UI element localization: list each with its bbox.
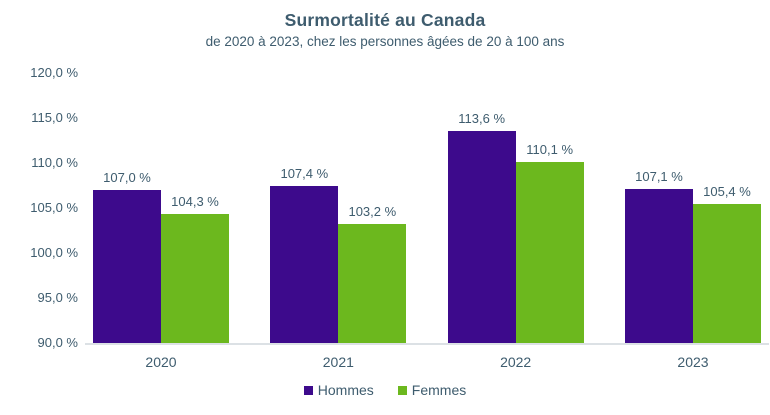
bar-value-label: 104,3 %	[171, 194, 219, 210]
bar-value-label: 113,6 %	[458, 110, 506, 126]
legend-item-femmes: Femmes	[397, 382, 467, 398]
chart-title: Surmortalité au Canada	[284, 10, 486, 30]
x-axis-label-2023: 2023	[677, 354, 709, 370]
x-axis-label-2022: 2022	[500, 354, 532, 370]
bar-group-2020: 107,0 % 104,3 % 2020	[93, 73, 229, 370]
bar-hommes-2020: 107,0 %	[93, 170, 161, 343]
x-axis-label-2020: 2020	[145, 354, 177, 370]
bar-value-label: 103,2 %	[348, 204, 397, 220]
chart-subtitle: de 2020 à 2023, chez les personnes âgées…	[205, 34, 565, 49]
bar-value-label: 107,1 %	[635, 169, 683, 185]
legend-item-hommes: Hommes	[303, 382, 374, 398]
bar-femmes-2022: 110,1 %	[515, 142, 584, 343]
bar-value-label: 110,1 %	[526, 142, 574, 158]
bar-value-label: 107,0 %	[103, 170, 151, 185]
bar-group-2023: 107,1 % 105,4 % 2023	[624, 73, 761, 370]
legend-label: Hommes	[317, 382, 374, 398]
bar-hommes-2022: 113,6 %	[447, 111, 516, 343]
y-axis-tick-label: 110,0 %	[31, 155, 78, 170]
y-axis-tick-label: 100,0 %	[30, 245, 78, 260]
y-axis: 120,0 % 115,0 % 110,0 % 105,0 % 100,0 % 95,0 …	[0, 65, 78, 350]
y-axis-tick-label: 115,0 %	[31, 110, 78, 125]
legend: Hommes Femmes	[0, 382, 770, 398]
legend-label: Femmes	[411, 382, 467, 398]
bar-value-label: 105,4 %	[703, 184, 751, 200]
y-axis-tick-label: 90,0 %	[37, 335, 78, 350]
x-axis-label-2021: 2021	[322, 354, 354, 370]
bar-group-2022: 113,6 % 110,1 % 2022	[447, 73, 584, 370]
bar-femmes-2023: 105,4 %	[692, 184, 761, 343]
bar-group-2021: 107,4 % 103,2 % 2021	[270, 73, 407, 370]
bar-value-label: 107,4 %	[280, 166, 329, 182]
y-axis-tick-label: 105,0 %	[30, 200, 78, 215]
y-axis-tick-label: 120,0 %	[30, 65, 78, 80]
legend-swatch-icon	[397, 385, 407, 395]
legend-swatch-icon	[303, 385, 313, 395]
plot-area: 107,0 % 104,3 % 2020 107,4 % 103,2 % 2021 113,…	[85, 73, 769, 370]
bar-femmes-2021: 103,2 %	[338, 204, 407, 343]
bar-femmes-2020: 104,3 %	[161, 194, 229, 343]
bar-hommes-2023: 107,1 %	[624, 169, 693, 343]
y-axis-tick-label: 95,0 %	[37, 290, 78, 305]
bar-hommes-2021: 107,4 %	[270, 166, 339, 343]
